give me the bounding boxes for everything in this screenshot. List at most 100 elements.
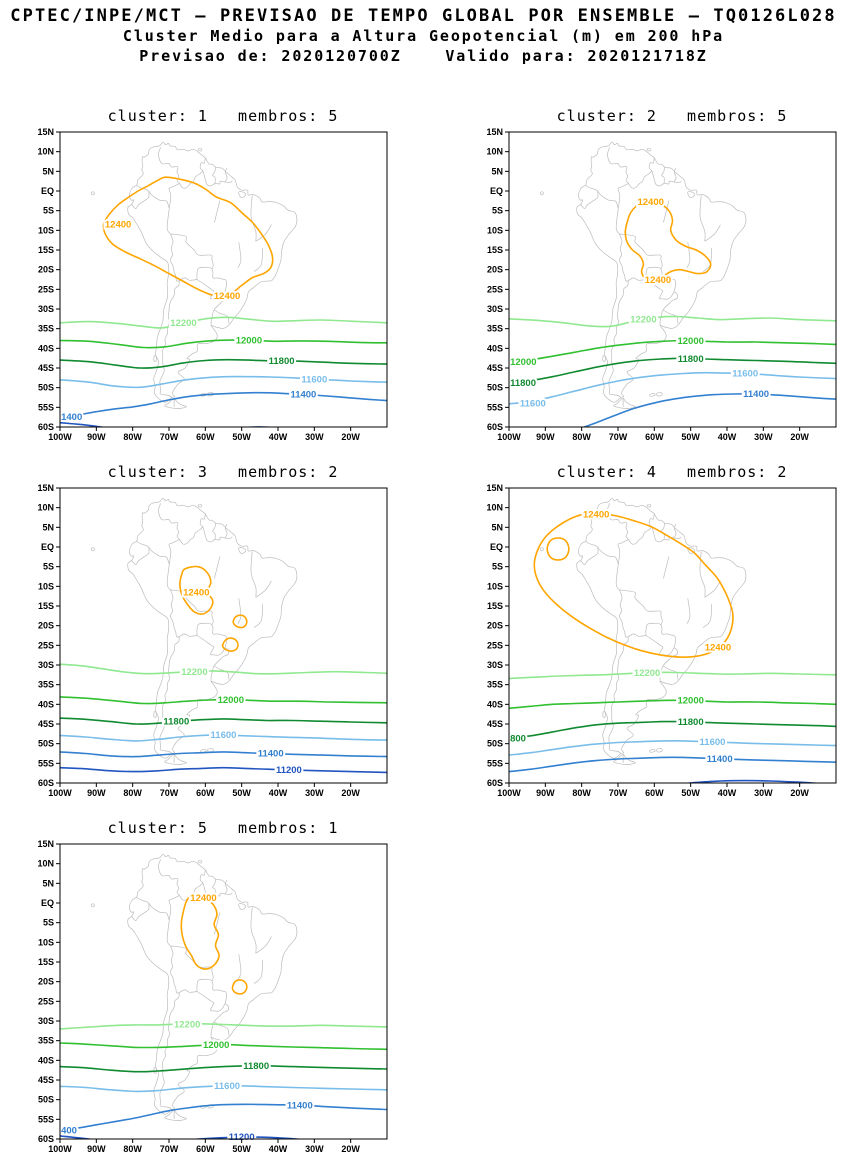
lat-tick-label: EQ bbox=[490, 542, 503, 552]
axis-ticks: 15N 10N 5N EQ 5S 10S 15S 20S 25S 30S 35S 40S 45S 50S 5… bbox=[486, 127, 809, 442]
contour-line-11200 bbox=[60, 1135, 95, 1139]
map-frame bbox=[508, 131, 837, 428]
lon-tick-label: 20W bbox=[790, 788, 809, 798]
lat-tick-label: 15N bbox=[37, 127, 54, 137]
panel-cluster-5: cluster: 5 membros: 1 12400 12200 12000 1180… bbox=[16, 816, 413, 1156]
lon-tick-label: 60W bbox=[645, 432, 664, 442]
contour-line-12400 bbox=[179, 565, 214, 615]
panel-title: cluster: 3 membros: 2 bbox=[108, 463, 339, 481]
contour-label-11200: 11200 bbox=[276, 765, 302, 776]
lat-tick-label: 15S bbox=[38, 601, 54, 611]
contour-line-11800 bbox=[60, 717, 387, 725]
lon-tick-label: 30W bbox=[305, 432, 324, 442]
contour-label-11800: 800 bbox=[510, 733, 526, 744]
lon-tick-label: 80W bbox=[123, 1144, 142, 1154]
contour-label-11400: 11400 bbox=[707, 754, 733, 765]
lat-tick-label: 50S bbox=[38, 383, 54, 393]
contour-line-12000 bbox=[60, 339, 387, 349]
lat-tick-label: 5N bbox=[491, 166, 503, 176]
contour-label-11600: 11600 bbox=[301, 375, 327, 386]
contour-line-12200 bbox=[60, 316, 387, 329]
contour-label-11600: 11600 bbox=[214, 1081, 240, 1092]
lat-tick-label: 15S bbox=[487, 601, 503, 611]
lat-tick-label: 55S bbox=[487, 758, 503, 768]
contour-lines bbox=[60, 565, 387, 774]
contour-line-12400 bbox=[533, 512, 734, 658]
basemap-south-america bbox=[539, 141, 747, 409]
contour-line-12400 bbox=[546, 537, 570, 561]
panel-map-svg: cluster: 4 membros: 2 12400 12400 12200 1200… bbox=[486, 463, 837, 798]
axis-ticks: 15N 10N 5N EQ 5S 10S 15S 20S 25S 30S 35S 40S 45S 50S 5… bbox=[37, 839, 360, 1154]
contour-label-11600: 11600 bbox=[520, 399, 546, 410]
lat-tick-label: EQ bbox=[490, 186, 503, 196]
lat-tick-label: 15N bbox=[486, 483, 503, 493]
lon-tick-label: 100W bbox=[497, 788, 521, 798]
contour-line-11600 bbox=[60, 734, 387, 742]
lat-tick-label: 10N bbox=[486, 147, 503, 157]
contour-label-12000: 12000 bbox=[677, 696, 703, 707]
lat-tick-label: 10N bbox=[37, 147, 54, 157]
lat-tick-label: 30S bbox=[38, 304, 54, 314]
lat-tick-label: 5N bbox=[42, 522, 54, 532]
lat-tick-label: 35S bbox=[487, 680, 503, 690]
map-frame bbox=[508, 487, 837, 784]
panel-cluster-3: cluster: 3 membros: 2 12400 12200 12000 1180… bbox=[16, 460, 413, 800]
lon-tick-label: 90W bbox=[87, 788, 106, 798]
panel-cluster-2: cluster: 2 membros: 5 12400 12400 12200 1200… bbox=[465, 104, 847, 444]
lat-tick-label: 25S bbox=[487, 640, 503, 650]
contour-labels: 12400 12200 12000 11800 11600 11400 11200 bbox=[161, 585, 304, 778]
contour-labels: 12400 12400 12200 12000 800 11800 11600 11400 bbox=[508, 508, 735, 767]
lat-tick-label: 60S bbox=[38, 1134, 54, 1144]
lon-tick-label: 100W bbox=[48, 432, 72, 442]
lon-tick-label: 50W bbox=[232, 788, 251, 798]
lon-tick-label: 50W bbox=[232, 432, 251, 442]
lon-tick-label: 70W bbox=[160, 1144, 179, 1154]
lon-tick-label: 40W bbox=[718, 432, 737, 442]
contour-lines bbox=[509, 512, 836, 783]
axis-ticks: 15N 10N 5N EQ 5S 10S 15S 20S 25S 30S 35S 40S 45S 50S 5… bbox=[37, 127, 360, 442]
lon-tick-label: 70W bbox=[160, 432, 179, 442]
contour-lines bbox=[60, 176, 387, 427]
panel-title: cluster: 1 membros: 5 bbox=[108, 107, 339, 125]
lat-tick-label: 5S bbox=[43, 918, 54, 928]
contour-label-12400: 12400 bbox=[214, 291, 240, 302]
contour-line-11600 bbox=[509, 371, 836, 405]
lat-tick-label: 50S bbox=[487, 383, 503, 393]
lon-tick-label: 90W bbox=[87, 1144, 106, 1154]
panel-cluster-4: cluster: 4 membros: 2 12400 12400 12200 1200… bbox=[465, 460, 847, 800]
lat-tick-label: 60S bbox=[38, 422, 54, 432]
contour-line-11200 bbox=[190, 1136, 306, 1139]
lon-tick-label: 40W bbox=[269, 1144, 288, 1154]
contour-line-12000 bbox=[60, 1042, 387, 1051]
panels-grid: cluster: 1 membros: 5 12400 12400 12200 1200… bbox=[0, 66, 847, 1164]
lat-tick-label: 35S bbox=[38, 1036, 54, 1046]
contour-line-12200 bbox=[60, 1022, 387, 1030]
lon-tick-label: 60W bbox=[196, 1144, 215, 1154]
lat-tick-label: 50S bbox=[38, 739, 54, 749]
lat-tick-label: 15N bbox=[37, 483, 54, 493]
lon-tick-label: 90W bbox=[536, 432, 555, 442]
lat-tick-label: 15S bbox=[38, 245, 54, 255]
lat-tick-label: 5N bbox=[491, 522, 503, 532]
lat-tick-label: 30S bbox=[487, 660, 503, 670]
contour-line-12400 bbox=[180, 896, 220, 970]
lat-tick-label: 20S bbox=[487, 265, 503, 275]
map-frame bbox=[59, 843, 388, 1140]
contour-label-12400: 12400 bbox=[705, 643, 731, 654]
lon-tick-label: 70W bbox=[609, 788, 628, 798]
lat-tick-label: 40S bbox=[487, 343, 503, 353]
contour-label-11400: 11400 bbox=[743, 389, 769, 400]
validity-line: Previsao de: 2020120700Z Valido para: 20… bbox=[139, 47, 708, 65]
lon-tick-label: 40W bbox=[269, 788, 288, 798]
contour-line-12400 bbox=[624, 199, 712, 283]
lat-tick-label: 25S bbox=[38, 996, 54, 1006]
lat-tick-label: 5N bbox=[42, 878, 54, 888]
lat-tick-label: 15S bbox=[38, 957, 54, 967]
lon-tick-label: 80W bbox=[123, 788, 142, 798]
lon-tick-label: 70W bbox=[609, 432, 628, 442]
contour-line-11400 bbox=[60, 1103, 387, 1132]
lat-tick-label: 55S bbox=[38, 1114, 54, 1124]
lat-tick-label: 10S bbox=[38, 225, 54, 235]
lon-tick-label: 30W bbox=[754, 432, 773, 442]
